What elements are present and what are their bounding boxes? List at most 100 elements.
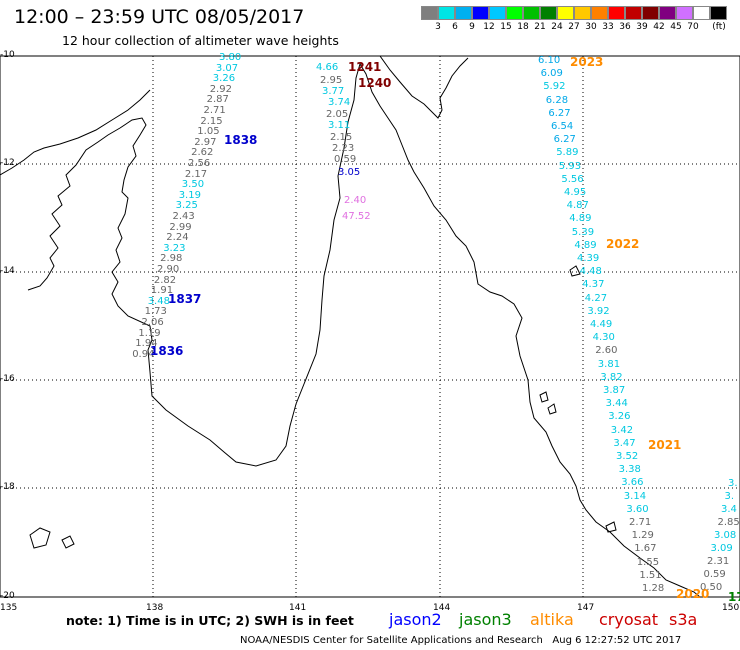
pass-label: 1838 (224, 133, 258, 147)
lon-label: 141 (289, 603, 307, 613)
scale-swatch (455, 6, 472, 20)
scale-label: 33 (602, 22, 614, 32)
scale-label: 45 (670, 22, 682, 32)
satellite-label-s3a: s3a (669, 610, 698, 629)
pass-label: 1837 (168, 292, 202, 306)
scale-unit: (ft) (712, 22, 726, 32)
scale-swatch (710, 6, 727, 20)
wave-height-value: 3.47 (613, 437, 636, 449)
wave-height-value: 2.31 (707, 556, 730, 567)
wave-height-value: 3.92 (587, 305, 610, 317)
wave-height-value: 3.42 (610, 424, 634, 436)
wave-height-value: 3.07 (215, 62, 239, 74)
pass-label: 1240 (358, 76, 392, 90)
satellite-label-cryosat: cryosat (599, 610, 659, 629)
scale-label: 30 (585, 22, 597, 32)
pass-label: 17 (728, 590, 740, 604)
wave-height-value: 3.38 (618, 464, 641, 476)
wave-height-value: 4.27 (584, 292, 608, 304)
scale-swatch (693, 6, 710, 20)
wave-height-value: 4.95 (564, 187, 587, 198)
wave-height-value: 5.92 (543, 81, 566, 93)
lon-label: 150 (722, 603, 740, 613)
lon-label: 135 (0, 603, 18, 613)
wave-height-value: 5.56 (561, 173, 584, 185)
wave-height-value: 2.15 (330, 132, 353, 143)
wave-height-value: 2.85 (717, 517, 740, 528)
scale-swatch (421, 6, 438, 20)
wave-height-value: 2.62 (191, 147, 214, 159)
wave-height-value: 3.26 (212, 73, 236, 85)
wave-height-value: 3.60 (626, 503, 649, 515)
wave-height-value: 4.48 (579, 266, 602, 278)
satellite-label-altika: altika (530, 610, 574, 629)
wave-height-value: 2.95 (320, 75, 343, 86)
wave-height-value: 6.28 (545, 94, 569, 106)
wave-height-value: 2.90 (157, 264, 180, 275)
lat-label: -16 (0, 374, 15, 384)
wave-height-value: 0.59 (334, 154, 357, 165)
scale-label: 18 (517, 22, 529, 32)
wave-height-value: 6.09 (540, 68, 563, 80)
wave-height-value: 6.54 (551, 121, 574, 132)
wave-height-value: 3.50 (181, 179, 205, 191)
wave-height-value: 1.19 (138, 327, 161, 339)
wave-height-value: 3.82 (600, 371, 623, 383)
lat-label: -12 (0, 158, 15, 168)
islands (29, 265, 617, 549)
wave-height-value: 6.10 (538, 55, 561, 66)
scale-swatch (608, 6, 625, 20)
wave-height-value: 2.06 (141, 317, 164, 328)
wave-height-value: 3.25 (175, 200, 198, 212)
wave-height-value: 4.87 (566, 200, 589, 212)
timestamp: Aug 6 12:27:52 UTC 2017 (552, 635, 682, 646)
lat-label: -14 (0, 266, 15, 276)
wave-height-value: 3.44 (605, 398, 628, 410)
wave-height-value: 2.71 (629, 517, 652, 528)
wave-height-value: 2.92 (209, 83, 232, 95)
wave-height-value: 0.50 (700, 582, 723, 593)
scale-swatch (557, 6, 574, 20)
coastline-cape-york (27, 62, 701, 598)
wave-height-value: 5.89 (556, 147, 579, 159)
lat-label: -20 (0, 591, 15, 601)
scale-label: 3 (435, 22, 441, 32)
pass-label: 1241 (348, 60, 382, 74)
wave-height-value: 2.43 (172, 211, 195, 222)
satellite-label-jason3: jason3 (459, 610, 512, 629)
wave-height-value: 3.11 (328, 120, 351, 131)
wave-height-value: 0.59 (703, 569, 726, 580)
wave-height-value: 2.71 (203, 105, 226, 116)
scale-label: 70 (687, 22, 699, 32)
wave-height-value: 3. (724, 491, 735, 502)
lon-label: 147 (577, 603, 595, 613)
lon-label: 144 (433, 603, 451, 613)
wave-height-value: 1.73 (144, 306, 167, 318)
wave-height-value: 3.05 (338, 167, 361, 178)
scale-swatch (489, 6, 506, 20)
wave-height-value: 3.23 (163, 242, 186, 254)
wave-height-value: 1.29 (631, 530, 654, 542)
wave-height-value: 2.24 (166, 232, 189, 244)
scale-label: 12 (483, 22, 495, 32)
scale-label: 9 (469, 22, 475, 32)
lon-label: 138 (146, 603, 164, 613)
wave-height-value: 2.56 (188, 158, 211, 169)
scale-swatch (523, 6, 540, 20)
wave-height-value: 1.28 (642, 583, 665, 594)
pass-label: 2022 (606, 237, 640, 251)
coastline-arnhem-land (0, 89, 151, 176)
wave-height-value: 4.30 (592, 332, 615, 344)
wave-height-value: 2.82 (153, 274, 177, 286)
wave-height-value: 3.48 (147, 295, 170, 307)
footer-note: note: 1) Time is in UTC; 2) SWH is in fe… (66, 613, 354, 628)
wave-height-value: 1.94 (135, 338, 158, 350)
scale-swatch (540, 6, 557, 20)
scale-label: 39 (636, 22, 648, 32)
map-title: 12:00 – 23:59 UTC 08/05/2017 (14, 6, 305, 28)
wave-height-value: 1.51 (639, 569, 662, 581)
wave-height-value: 2.87 (206, 94, 229, 106)
wave-height-value: 1.55 (636, 556, 660, 568)
wave-height-value: 3.77 (322, 86, 345, 97)
